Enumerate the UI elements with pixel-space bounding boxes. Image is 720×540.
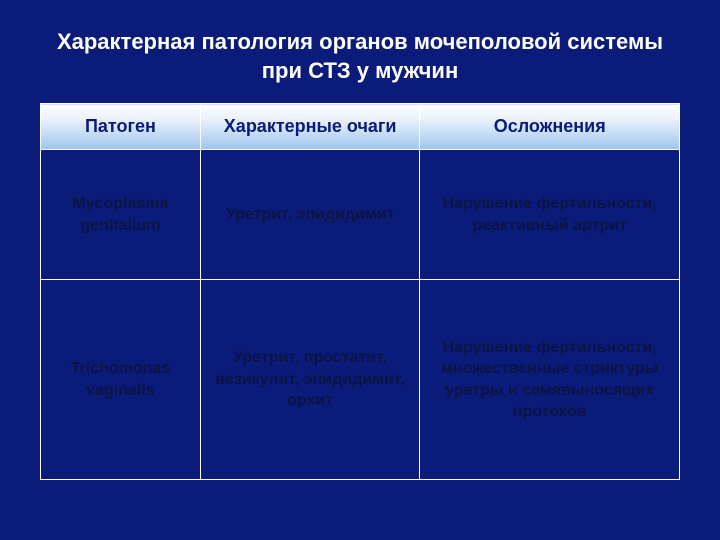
cell-complications: Нарушение фертильности, множественные ст… bbox=[420, 280, 680, 480]
pathology-table: Патоген Характерные очаги Осложнения Myc… bbox=[40, 103, 680, 480]
table-header-row: Патоген Характерные очаги Осложнения bbox=[41, 104, 680, 150]
col-header-pathogen: Патоген bbox=[41, 104, 201, 150]
cell-foci: Уретрит, простатит, везикулит, эпидидими… bbox=[200, 280, 420, 480]
cell-pathogen: Trichomonas vaginalis bbox=[41, 280, 201, 480]
table-row: Trichomonas vaginalis Уретрит, простатит… bbox=[41, 280, 680, 480]
col-header-foci: Характерные очаги bbox=[200, 104, 420, 150]
cell-pathogen: Mycoplasma genitalium bbox=[41, 150, 201, 280]
slide-title: Характерная патология органов мочеполово… bbox=[50, 28, 670, 85]
table-row: Mycoplasma genitalium Уретрит, эпидидими… bbox=[41, 150, 680, 280]
cell-complications: Нарушение фертильности, реактивный артри… bbox=[420, 150, 680, 280]
cell-foci: Уретрит, эпидидимит bbox=[200, 150, 420, 280]
col-header-complications: Осложнения bbox=[420, 104, 680, 150]
